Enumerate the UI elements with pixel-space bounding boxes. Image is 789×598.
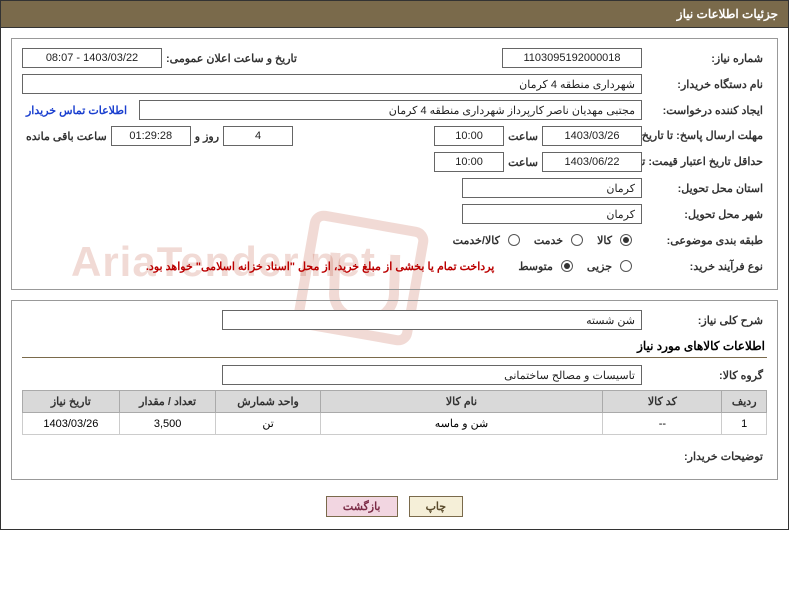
cell-need-date: 1403/03/26 — [23, 413, 120, 435]
label-radio-goods: کالا — [593, 234, 616, 247]
label-announce-datetime: تاریخ و ساعت اعلان عمومی: — [162, 52, 301, 65]
label-validity: حداقل تاریخ اعتبار قیمت: تا تاریخ: — [642, 156, 767, 168]
row-deadline: مهلت ارسال پاسخ: تا تاریخ: 1403/03/26 سا… — [22, 125, 767, 147]
label-buyer-org: نام دستگاه خریدار: — [642, 78, 767, 91]
th-need-date: تاریخ نیاز — [23, 391, 120, 413]
row-delivery-city: شهر محل تحویل: کرمان — [22, 203, 767, 225]
row-requester: ایجاد کننده درخواست: مجتبی مهدیان ناصر ک… — [22, 99, 767, 121]
items-panel: شرح کلی نیاز: شن شسته اطلاعات کالاهای مو… — [11, 300, 778, 480]
row-need-number: شماره نیاز: 1103095192000018 تاریخ و ساع… — [22, 47, 767, 69]
th-row: ردیف — [722, 391, 767, 413]
radio-service[interactable] — [571, 234, 583, 246]
row-buyer-org: نام دستگاه خریدار: شهرداری منطقه 4 کرمان — [22, 73, 767, 95]
value-days-remaining: 4 — [223, 126, 293, 146]
value-announce-datetime: 1403/03/22 - 08:07 — [22, 48, 162, 68]
label-deadline: مهلت ارسال پاسخ: تا تاریخ: — [642, 130, 767, 142]
payment-note: پرداخت تمام یا بخشی از مبلغ خرید، از محل… — [146, 260, 494, 273]
th-qty: تعداد / مقدار — [119, 391, 216, 413]
row-validity: حداقل تاریخ اعتبار قیمت: تا تاریخ: 1403/… — [22, 151, 767, 173]
radio-goods[interactable] — [620, 234, 632, 246]
value-summary: شن شسته — [222, 310, 642, 330]
radio-small[interactable] — [620, 260, 632, 272]
label-remaining-suffix: ساعت باقی مانده — [22, 130, 111, 143]
print-button[interactable]: چاپ — [409, 496, 464, 517]
value-deadline-date: 1403/03/26 — [542, 126, 642, 146]
link-buyer-contact[interactable]: اطلاعات تماس خریدار — [22, 104, 131, 117]
cell-qty: 3,500 — [119, 413, 216, 435]
label-radio-medium: متوسط — [514, 260, 557, 273]
label-delivery-province: استان محل تحویل: — [642, 182, 767, 195]
value-delivery-city: کرمان — [462, 204, 642, 224]
label-need-number: شماره نیاز: — [642, 52, 767, 65]
label-radio-service: خدمت — [530, 234, 567, 247]
label-delivery-city: شهر محل تحویل: — [642, 208, 767, 221]
cell-unit: تن — [216, 413, 320, 435]
label-category: طبقه بندی موضوعی: — [642, 234, 767, 247]
value-deadline-time: 10:00 — [434, 126, 504, 146]
label-radio-goods-service: کالا/خدمت — [449, 234, 504, 247]
th-name: نام کالا — [320, 391, 603, 413]
value-requester: مجتبی مهدیان ناصر کارپرداز شهرداری منطقه… — [139, 100, 642, 120]
button-bar: چاپ بازگشت — [11, 490, 778, 519]
items-header-row: ردیف کد کالا نام کالا واحد شمارش تعداد /… — [23, 391, 767, 413]
back-button[interactable]: بازگشت — [326, 496, 398, 517]
row-group: گروه کالا: تاسیسات و مصالح ساختمانی — [22, 364, 767, 386]
row-summary: شرح کلی نیاز: شن شسته — [22, 309, 767, 331]
value-delivery-province: کرمان — [462, 178, 642, 198]
label-summary: شرح کلی نیاز: — [642, 314, 767, 327]
label-group: گروه کالا: — [642, 369, 767, 382]
row-delivery-province: استان محل تحویل: کرمان — [22, 177, 767, 199]
title-bar: جزئیات اطلاعات نیاز — [0, 0, 789, 27]
cell-name: شن و ماسه — [320, 413, 603, 435]
label-deadline-time: ساعت — [504, 130, 542, 143]
row-category: طبقه بندی موضوعی: کالا خدمت کالا/خدمت — [22, 229, 767, 251]
value-validity-date: 1403/06/22 — [542, 152, 642, 172]
cell-code: -- — [603, 413, 722, 435]
label-radio-small: جزیی — [583, 260, 616, 273]
th-code: کد کالا — [603, 391, 722, 413]
row-buyer-notes: توضیحات خریدار: — [22, 445, 767, 467]
value-group: تاسیسات و مصالح ساختمانی — [222, 365, 642, 385]
value-buyer-org: شهرداری منطقه 4 کرمان — [22, 74, 642, 94]
label-days-and: روز و — [191, 130, 223, 143]
label-buyer-notes: توضیحات خریدار: — [642, 450, 767, 463]
cell-row: 1 — [722, 413, 767, 435]
radio-medium[interactable] — [561, 260, 573, 272]
items-section-title: اطلاعات کالاهای مورد نیاز — [22, 335, 767, 358]
row-process: نوع فرآیند خرید: جزیی متوسط پرداخت تمام … — [22, 255, 767, 277]
items-table: ردیف کد کالا نام کالا واحد شمارش تعداد /… — [22, 390, 767, 435]
value-validity-time: 10:00 — [434, 152, 504, 172]
details-panel: شماره نیاز: 1103095192000018 تاریخ و ساع… — [11, 38, 778, 290]
label-validity-time: ساعت — [504, 156, 542, 169]
th-unit: واحد شمارش — [216, 391, 320, 413]
value-time-remaining: 01:29:28 — [111, 126, 191, 146]
value-need-number: 1103095192000018 — [502, 48, 642, 68]
label-process: نوع فرآیند خرید: — [642, 260, 767, 273]
label-requester: ایجاد کننده درخواست: — [642, 104, 767, 117]
outer-container: AriaTender.net شماره نیاز: 1103095192000… — [0, 27, 789, 530]
radio-goods-service[interactable] — [508, 234, 520, 246]
table-row: 1 -- شن و ماسه تن 3,500 1403/03/26 — [23, 413, 767, 435]
